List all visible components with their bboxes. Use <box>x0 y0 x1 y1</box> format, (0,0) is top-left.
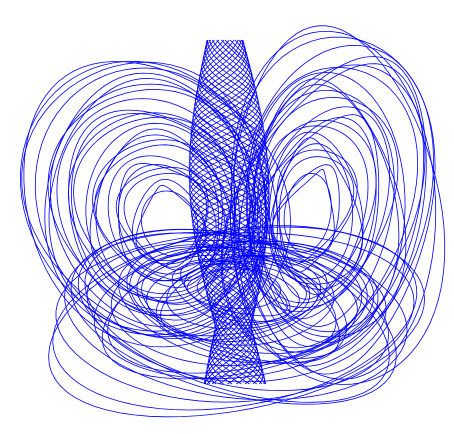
orbit-curve <box>258 97 398 319</box>
orbit-curve <box>141 191 197 256</box>
orbit-curve <box>284 174 331 253</box>
page: (() => { const data = JSON.parse(documen… <box>0 0 454 434</box>
attractor-figure <box>0 0 454 434</box>
orbit-curve <box>96 135 231 294</box>
